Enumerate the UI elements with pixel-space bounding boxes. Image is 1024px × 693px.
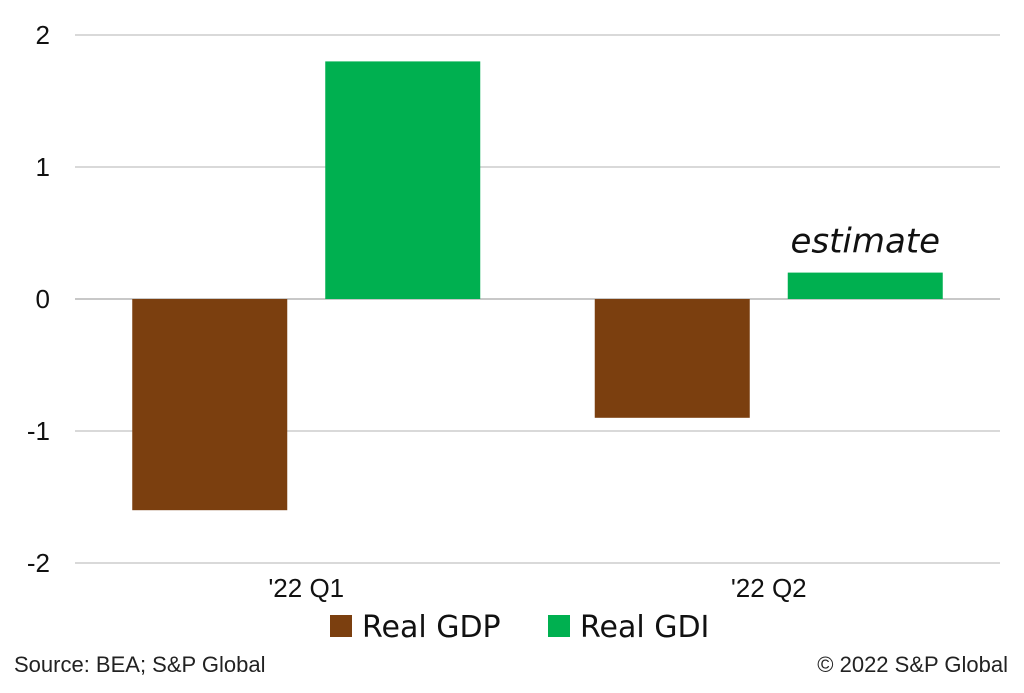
- x-axis-ticks: '22 Q1 '22 Q2: [268, 573, 806, 603]
- annotation-estimate: estimate: [790, 222, 940, 262]
- bar-real-gdp: [594, 299, 750, 418]
- legend-label: Real GDI: [580, 610, 709, 645]
- bars: [132, 61, 943, 511]
- y-tick-label: 1: [36, 152, 50, 182]
- legend-swatch: [330, 615, 352, 637]
- x-tick-label: '22 Q2: [731, 573, 807, 603]
- y-tick-label: 2: [36, 20, 50, 50]
- bar-real-gdp: [132, 299, 288, 511]
- y-tick-label: -2: [27, 548, 50, 578]
- bar-real-gdi: [325, 61, 481, 300]
- bar-real-gdi: [787, 272, 943, 299]
- legend: Real GDP Real GDI: [330, 610, 709, 645]
- x-tick-label: '22 Q1: [268, 573, 344, 603]
- legend-swatch: [548, 615, 570, 637]
- source-note: Source: BEA; S&P Global: [14, 652, 266, 677]
- y-tick-label: 0: [36, 284, 50, 314]
- annotations: estimate: [790, 222, 940, 262]
- copyright-note: © 2022 S&P Global: [817, 652, 1008, 677]
- legend-label: Real GDP: [362, 610, 501, 645]
- y-tick-label: -1: [27, 416, 50, 446]
- y-axis-ticks: 2 1 0 -1 -2: [27, 20, 50, 578]
